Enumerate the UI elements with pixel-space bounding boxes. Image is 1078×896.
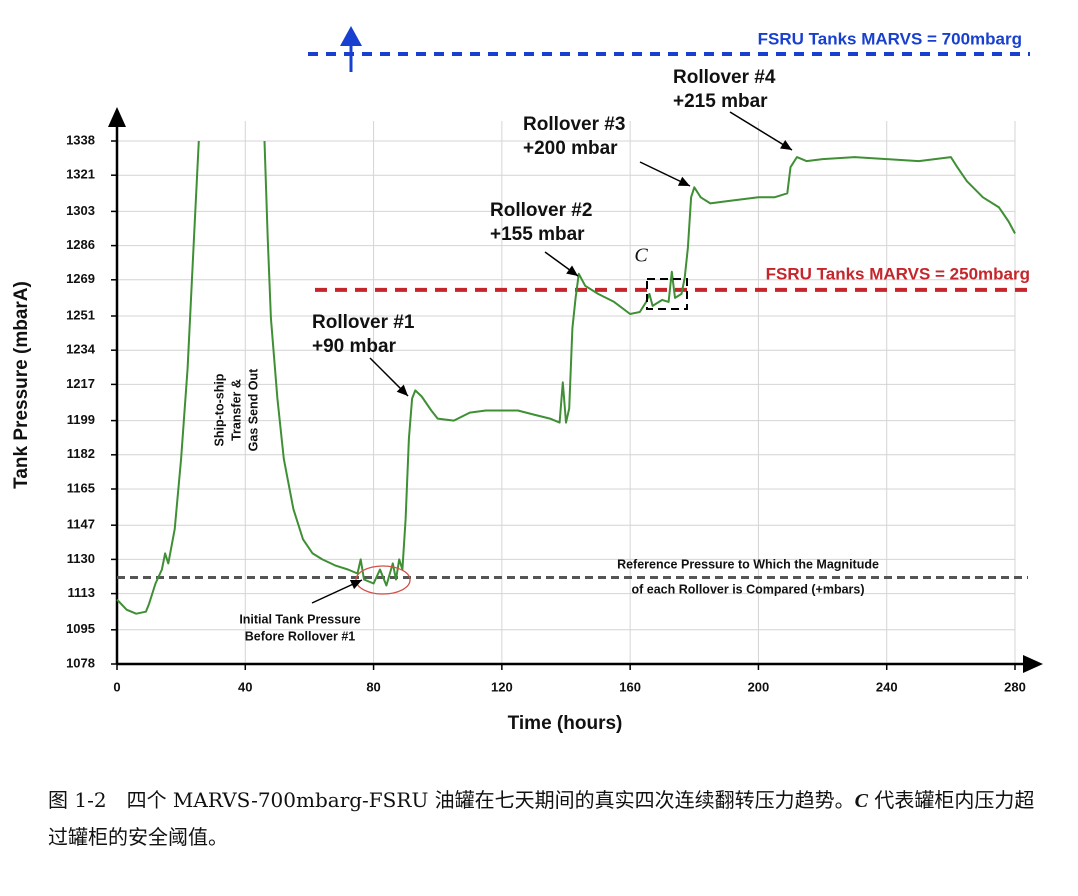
reference-label: of each Rollover is Compared (+mbars) <box>631 582 864 596</box>
annotation: Gas Send Out <box>246 368 260 451</box>
x-tick-label: 80 <box>366 679 380 694</box>
y-tick-label: 1286 <box>66 237 95 252</box>
annotation-arrowhead <box>396 384 408 396</box>
annotation: Rollover #2 <box>490 200 592 221</box>
annotation: Initial Tank Pressure <box>239 612 360 626</box>
annotation: Rollover #1 <box>312 312 415 333</box>
caption-text: 代表罐柜内压力超过罐柜的安全阈值。 <box>48 788 1035 849</box>
data-line <box>116 140 1016 615</box>
annotation: Rollover #3 <box>523 114 625 135</box>
caption-text: 图 1-2 四个 MARVS-700mbarg-FSRU 油罐在七天期间的真实四… <box>48 788 855 812</box>
y-tick-label: 1078 <box>66 655 95 670</box>
x-tick-label: 120 <box>491 679 513 694</box>
y-tick-label: 1251 <box>66 307 95 322</box>
up-arrow-head <box>340 26 362 46</box>
y-tick-label: 1338 <box>66 132 95 147</box>
y-tick-label: 1130 <box>67 551 95 566</box>
annotation-arrowhead <box>780 139 792 150</box>
y-tick-label: 1217 <box>66 376 95 391</box>
x-tick-label: 240 <box>876 679 898 694</box>
y-tick-label: 1234 <box>66 342 96 357</box>
x-axis-label: Time (hours) <box>508 713 623 734</box>
annotation: Before Rollover #1 <box>245 629 356 643</box>
y-tick-label: 1095 <box>66 621 95 636</box>
annotation-arrowhead <box>566 265 578 276</box>
y-tick-label: 1182 <box>67 446 95 461</box>
annotation: +200 mbar <box>523 138 618 159</box>
annotation: Rollover #4 <box>673 67 776 88</box>
marker-label: C <box>634 245 648 267</box>
caption-symbol: C <box>854 790 869 812</box>
annotation: +155 mbar <box>490 224 585 245</box>
x-tick-label: 0 <box>113 679 120 694</box>
y-tick-label: 1303 <box>66 203 95 218</box>
y-tick-label: 1321 <box>66 167 95 182</box>
reference-label: Reference Pressure to Which the Magnitud… <box>617 557 879 571</box>
annotation: Ship-to-ship <box>212 373 226 446</box>
y-tick-label: 1269 <box>66 271 95 286</box>
x-tick-label: 160 <box>619 679 641 694</box>
x-tick-label: 40 <box>238 679 252 694</box>
y-tick-label: 1199 <box>67 412 95 427</box>
highlight-box <box>646 278 688 310</box>
limit-label: FSRU Tanks MARVS = 700mbarg <box>758 29 1022 48</box>
y-axis-arrow <box>108 107 126 127</box>
annotation-arrowhead <box>349 580 362 590</box>
caption: 图 1-2 四个 MARVS-700mbarg-FSRU 油罐在七天期间的真实四… <box>48 782 1048 855</box>
annotation: +90 mbar <box>312 336 397 357</box>
annotation-arrowhead <box>677 176 690 186</box>
y-tick-label: 1165 <box>67 480 95 495</box>
annotation: Transfer & <box>229 379 243 441</box>
y-axis-label: Tank Pressure (mbarA) <box>11 281 32 489</box>
annotation: +215 mbar <box>673 91 768 112</box>
annotation-arrow <box>729 111 793 151</box>
highlight-ellipse <box>355 565 411 595</box>
chart: Time (hours) Tank Pressure (mbarA) 1078 1… <box>11 26 1043 734</box>
y-tick-label: 1147 <box>67 517 95 532</box>
x-tick-label: 280 <box>1004 679 1026 694</box>
x-tick-label: 200 <box>748 679 770 694</box>
reference-label: FSRU Tanks MARVS = 250mbarg <box>766 264 1030 283</box>
x-axis-arrow <box>1023 655 1043 673</box>
y-tick-label: 1113 <box>68 585 96 600</box>
